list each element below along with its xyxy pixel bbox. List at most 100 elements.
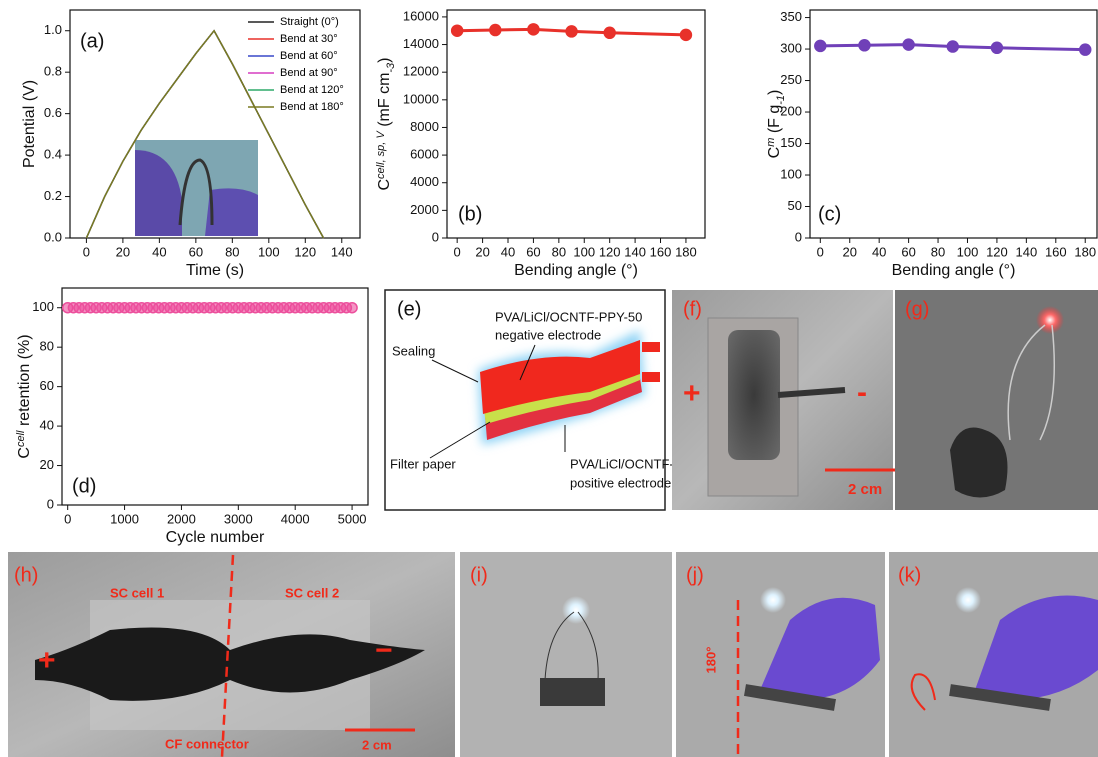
x-tick-label: 180: [1074, 244, 1096, 259]
marker: [450, 24, 464, 37]
marker: [858, 39, 871, 52]
x-tick-label: 5000: [338, 511, 367, 526]
inset-photo: [135, 140, 258, 236]
x-axis-label: Bending angle (°): [892, 262, 1016, 279]
label-part: (mF cm: [376, 73, 393, 132]
plot-frame: [61, 287, 369, 506]
x-tick-label: 20: [843, 244, 857, 259]
marker: [814, 39, 827, 53]
x-tick-label: 120: [599, 244, 621, 259]
angle-label: 180°: [703, 647, 718, 674]
y-tick-label: 0.6: [44, 105, 62, 120]
x-tick-label: 80: [931, 244, 945, 259]
plus-sign: +: [683, 377, 701, 410]
diagram: (e) PVA/LiCl/OCNTF-PPY-50 negative elect…: [384, 289, 717, 511]
label: negative electrode: [495, 327, 601, 342]
marker: [565, 25, 578, 38]
x-axis-label: Bending angle (°): [514, 262, 638, 279]
device: [728, 330, 780, 460]
panel-label: (d): [72, 475, 96, 497]
scale-label: 2 cm: [848, 481, 882, 498]
scale-label: 2 cm: [362, 737, 392, 752]
series-line: [457, 27, 686, 37]
arrow: [431, 359, 479, 383]
device: [540, 678, 605, 706]
x-tick-label: 60: [189, 244, 203, 259]
label-part: (F g: [766, 105, 783, 138]
device: [950, 427, 1008, 498]
wire: [544, 611, 599, 681]
y-tick-label: 1.0: [44, 22, 62, 37]
x-tick-label: 160: [1045, 244, 1067, 259]
label-part: retention (%): [16, 334, 33, 430]
x-tick-label: 0: [83, 244, 90, 259]
y-tick-label: 0.4: [44, 147, 62, 162]
label: SC cell 2: [285, 585, 339, 600]
x-tick-label: 100: [957, 244, 979, 259]
glove: [760, 597, 880, 700]
x-tick-label: 180: [675, 244, 697, 259]
led: [760, 587, 786, 613]
device: [949, 684, 1051, 711]
glove: [205, 188, 258, 236]
lead: [777, 387, 846, 398]
photo-bg: [460, 552, 672, 757]
legend-label: Bend at 120°: [280, 84, 344, 96]
y-tick-label: 100: [32, 299, 54, 314]
x-tick-label: 1000: [110, 511, 139, 526]
label: Filter paper: [390, 456, 456, 471]
legend-label: Bend at 180°: [280, 101, 344, 113]
y-tick-label: 0.2: [44, 188, 62, 203]
photo-f: (f) + - 2 cm: [672, 290, 910, 510]
y-tick-label: 14000: [403, 36, 439, 51]
legend-label: Straight (0°): [280, 16, 339, 28]
marker: [527, 23, 540, 36]
y-tick-label: 0: [795, 229, 802, 244]
marker: [679, 28, 693, 42]
y-axis-label: Ccell, sp, V (mF cm-3): [375, 57, 397, 190]
device: [178, 158, 214, 226]
y-tick-label: 2000: [410, 202, 439, 217]
legend-label: Bend at 60°: [280, 50, 338, 62]
led: [955, 587, 981, 613]
label-part: ): [376, 57, 393, 62]
y-tick-label: 150: [780, 135, 802, 150]
label-part: cell: [15, 430, 27, 447]
panel-label: (c): [818, 203, 841, 225]
y-tick-label: 100: [780, 166, 802, 181]
panel-label: (a): [80, 30, 104, 52]
x-tick-label: 2000: [167, 511, 196, 526]
panel-label: (j): [686, 564, 704, 586]
y-tick-label: 0: [432, 229, 439, 244]
x-tick-label: 120: [986, 244, 1008, 259]
x-tick-label: 60: [901, 244, 915, 259]
marker: [346, 301, 358, 314]
plot-frame: [69, 9, 361, 239]
label-part: C: [766, 147, 783, 159]
y-tick-label: 80: [40, 339, 54, 354]
panel-label: (h): [14, 564, 38, 586]
negative-layer: [480, 340, 640, 414]
y-tick-label: 0.0: [44, 229, 62, 244]
x-tick-label: 140: [624, 244, 646, 259]
y-axis-label: Ccell retention (%): [15, 334, 33, 458]
x-tick-label: 140: [331, 244, 353, 259]
photo-h: (h) SC cell 1 SC cell 2 + − CF connector…: [8, 552, 455, 757]
label-part: cell, sp, V: [375, 130, 387, 179]
rotation-mark: [910, 673, 936, 711]
x-tick-label: 3000: [224, 511, 253, 526]
x-tick-label: 40: [501, 244, 515, 259]
x-tick-label: 80: [225, 244, 239, 259]
marker: [1078, 43, 1092, 56]
label-part: -3: [385, 62, 397, 73]
glove: [975, 595, 1098, 700]
label: PVA/LiCl/OCNTF-PPY-50: [495, 309, 642, 324]
x-tick-label: 80: [552, 244, 566, 259]
y-tick-label: 300: [780, 40, 802, 55]
panel-label: (i): [470, 564, 488, 586]
x-tick-label: 0: [64, 511, 71, 526]
label-part: -1: [775, 95, 787, 105]
x-tick-label: 20: [475, 244, 489, 259]
x-tick-label: 0: [454, 244, 461, 259]
